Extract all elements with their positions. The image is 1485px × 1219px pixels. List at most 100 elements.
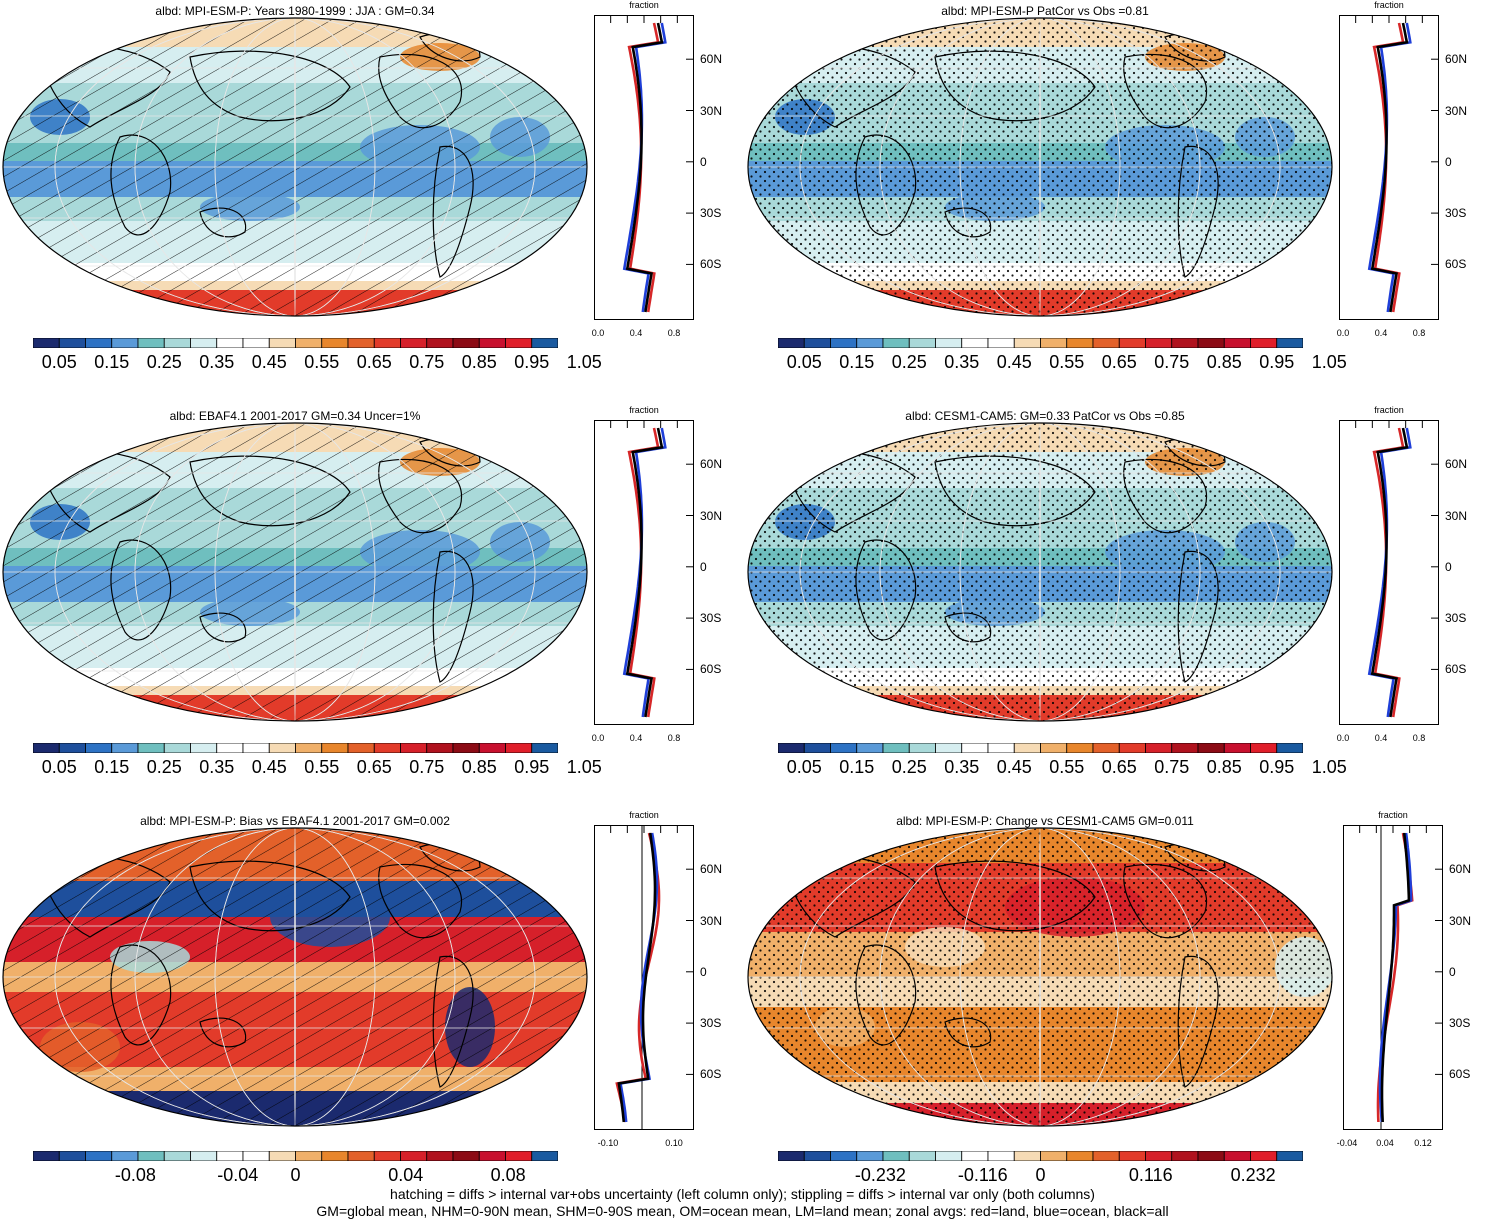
colorbar-swatch [85,743,113,753]
colorbar-swatch [163,743,191,753]
latitude-tick-label: 0 [700,559,707,574]
zonal-x-tick-label: 0.4 [629,733,643,743]
latitude-tick-label: 30N [1445,103,1468,118]
colorbar-swatch [452,743,480,753]
colorbar-swatch [478,338,506,348]
zonal-x-tick-label: 0.0 [591,733,605,743]
latitude-tick-label: 60S [700,1067,722,1082]
latitude-tick-label: 30S [700,206,722,221]
colorbar-swatch [190,1151,218,1161]
colorbar-tick-label: 0.116 [1128,1165,1173,1185]
colorbar-tick-label: 0.65 [356,757,392,777]
zonal-all-line [1380,832,1411,1123]
zonal-x-tick-label: 0.8 [1412,328,1426,338]
zonal-all-line [617,832,657,1123]
latitude-tick-label: 30N [1449,913,1472,928]
zonal-mean-plot [1339,15,1439,320]
colorbar-tick-label: 0.75 [409,352,445,372]
colorbar-swatch [347,1151,375,1161]
colorbar-tick-label: 0.45 [996,352,1032,372]
zonal-x-tick-label: 0.12 [1414,1138,1432,1148]
colorbar-swatch [111,1151,139,1161]
colorbar-swatch [1092,338,1120,348]
colorbar-tick-label: 0.75 [1154,757,1190,777]
zonal-all-line [625,22,664,313]
map-title: albd: MPI-ESM-P: Years 1980-1999 : JJA :… [155,4,435,18]
colorbar-swatch [1013,1151,1041,1161]
colorbar-swatch [987,743,1015,753]
zonal-axis-label: fraction [1374,405,1404,415]
latitude-tick-label: 30S [700,611,722,626]
world-map [747,422,1333,722]
colorbar-swatch [216,743,244,753]
colorbar-tick-label: 0.95 [1259,352,1295,372]
colorbar-swatch [452,1151,480,1161]
map-title: albd: EBAF4.1 2001-2017 GM=0.34 Uncer=1% [169,409,421,423]
world-map [2,422,588,722]
latitude-tick-label: 60S [1445,257,1467,272]
colorbar-swatch [321,1151,349,1161]
colorbar-tick-label: 0.25 [146,757,182,777]
colorbar-tick-label: 0.35 [944,352,980,372]
colorbar-swatch [58,1151,86,1161]
zonal-mean-plot [594,825,694,1130]
colorbar-swatch [111,338,139,348]
colorbar-swatch [295,743,323,753]
latitude-tick-label: 0 [1449,964,1456,979]
latitude-tick-label: 30S [700,1016,722,1031]
colorbar-swatch [935,338,963,348]
colorbar-swatch [1118,338,1146,348]
colorbar-tick-label: 0.65 [1101,352,1137,372]
colorbar-tick-label: 0.35 [199,757,235,777]
map-panel-change: albd: MPI-ESM-P: Change vs CESM1-CAM5 GM… [745,810,1485,1185]
latitude-tick-label: 60S [1445,662,1467,677]
colorbar-tick-label: 0.65 [1101,757,1137,777]
colorbar-tick-label: 0.25 [891,352,927,372]
latitude-tick-label: 60S [700,257,722,272]
colorbar-swatch [531,338,558,348]
colorbar-swatch [268,1151,296,1161]
colorbar-swatch [1171,743,1199,753]
colorbar-tick-label: 1.05 [566,757,602,777]
colorbar-swatch [426,743,454,753]
colorbar-swatch [163,1151,191,1161]
map-title: albd: CESM1-CAM5: GM=0.33 PatCor vs Obs … [905,409,1185,423]
colorbar-swatch [830,338,858,348]
latitude-tick-label: 30N [1445,508,1468,523]
colorbar-swatch [1171,338,1199,348]
colorbar-swatch [373,743,401,753]
latitude-tick-label: 60N [1445,52,1468,67]
colorbar-tick-label: 1.05 [1311,757,1347,777]
colorbar-swatch [295,338,323,348]
colorbar-tick-label: 0.65 [356,352,392,372]
colorbar-swatch [347,338,375,348]
colorbar-swatch [400,743,428,753]
zonal-axis-label: fraction [1378,810,1408,820]
colorbar-swatch [882,1151,910,1161]
colorbar-swatch [961,1151,989,1161]
colorbar-swatch [268,338,296,348]
zonal-x-tick-label: 0.8 [1412,733,1426,743]
world-map [747,827,1333,1127]
colorbar-swatch [803,338,831,348]
latitude-tick-label: 0 [1445,559,1452,574]
colorbar-swatch [33,743,60,753]
zonal-mean-plot [1343,825,1443,1130]
latitude-tick-label: 0 [700,964,707,979]
colorbar-swatch [908,338,936,348]
world-map [2,17,588,317]
zonal-axis-label: fraction [629,0,659,10]
colorbar-tick-label: -0.116 [957,1165,1008,1185]
colorbar-swatch [137,338,165,348]
colorbar-swatch [242,743,270,753]
colorbar-swatch [1276,743,1303,753]
colorbar-swatch [321,338,349,348]
colorbar-swatch [961,338,989,348]
colorbar-tick-label: 0 [290,1165,301,1185]
zonal-x-tick-label: 0.8 [667,733,681,743]
colorbar-swatch [1250,1151,1278,1161]
colorbar-swatch [321,743,349,753]
latitude-tick-label: 60N [700,52,723,67]
colorbar-swatch [163,338,191,348]
colorbar-swatch [1223,1151,1251,1161]
